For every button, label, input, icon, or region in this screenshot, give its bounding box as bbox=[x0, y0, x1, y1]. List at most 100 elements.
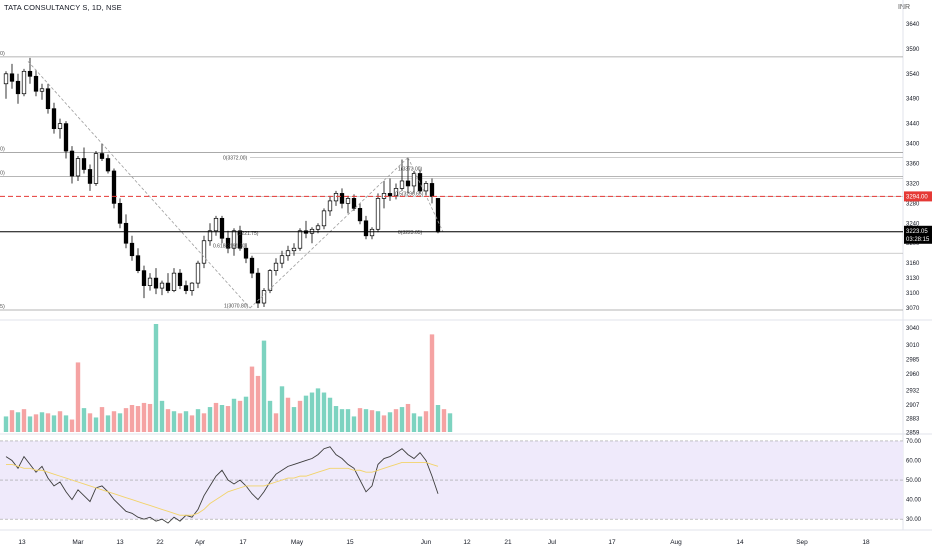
volume-bar bbox=[99, 407, 105, 432]
fib-label: 0(3223.05) bbox=[398, 230, 423, 236]
candle-body bbox=[165, 282, 171, 291]
volume-bar bbox=[423, 411, 429, 432]
candle-body bbox=[237, 230, 243, 249]
volume-bar bbox=[33, 414, 39, 432]
volume-bar bbox=[45, 413, 51, 432]
volume-bar bbox=[285, 397, 291, 432]
candle-body bbox=[21, 70, 27, 95]
x-tick-label: Jul bbox=[548, 539, 557, 546]
y-tick-label: 3070 bbox=[906, 306, 920, 312]
volume-bar bbox=[159, 400, 165, 432]
candle-body bbox=[285, 250, 291, 257]
candle-body bbox=[411, 173, 417, 187]
volume-bar bbox=[165, 409, 171, 432]
candle-body bbox=[33, 75, 39, 92]
trend-line bbox=[27, 61, 251, 309]
candle-body bbox=[27, 70, 33, 77]
x-tick-label: 21 bbox=[504, 539, 512, 546]
candle-body bbox=[255, 272, 261, 304]
volume-bar bbox=[15, 412, 21, 432]
candle-body bbox=[153, 277, 159, 289]
volume-bar bbox=[309, 392, 315, 432]
volume-bar bbox=[51, 415, 57, 432]
volume-bar bbox=[447, 413, 453, 432]
volume-bar bbox=[93, 417, 99, 432]
price-tag bbox=[904, 191, 932, 202]
y-tick-label: 3280 bbox=[906, 201, 920, 207]
x-tick-label: May bbox=[291, 539, 304, 546]
last-price-tag bbox=[904, 225, 932, 244]
candle-body bbox=[171, 272, 177, 291]
candle-body bbox=[363, 220, 369, 237]
x-tick-label: 22 bbox=[156, 539, 164, 546]
candle-body bbox=[213, 217, 219, 232]
volume-bar bbox=[9, 410, 15, 432]
candle-body bbox=[117, 203, 123, 224]
x-tick-label: 14 bbox=[736, 539, 744, 546]
candle-body bbox=[69, 150, 75, 177]
volume-bar bbox=[429, 334, 435, 432]
volume-bar bbox=[345, 409, 351, 432]
volume-bar bbox=[363, 409, 369, 432]
x-tick-label: 13 bbox=[116, 539, 124, 546]
rsi-series-line bbox=[6, 461, 439, 516]
volume-bar bbox=[399, 407, 405, 432]
level-label: 5) bbox=[0, 304, 5, 310]
volume-bar bbox=[177, 413, 183, 432]
candle-body bbox=[333, 193, 339, 202]
volume-bar bbox=[273, 413, 279, 432]
last-price-label: 3223.05 bbox=[906, 229, 928, 235]
volume-tick-label: 2932 bbox=[906, 388, 920, 394]
volume-bar bbox=[231, 398, 237, 432]
candle-body bbox=[75, 158, 81, 177]
candle-body bbox=[225, 237, 231, 249]
volume-bar bbox=[63, 415, 69, 432]
volume-tick-label: 2859 bbox=[906, 431, 920, 437]
volume-bar bbox=[321, 392, 327, 432]
candle-body bbox=[297, 230, 303, 249]
rsi-tick-label: 70.00 bbox=[906, 439, 922, 445]
candle-body bbox=[243, 247, 249, 259]
candle-body bbox=[375, 198, 381, 230]
level-label: 0) bbox=[0, 170, 5, 176]
volume-bar bbox=[183, 411, 189, 432]
volume-bar bbox=[57, 411, 63, 432]
fib-label: 1(3070.80) bbox=[224, 304, 249, 310]
volume-bar bbox=[3, 416, 9, 432]
y-tick-label: 3130 bbox=[906, 276, 920, 282]
volume-bar bbox=[411, 413, 417, 432]
rsi-tick-label: 30.00 bbox=[906, 517, 922, 523]
candle-body bbox=[435, 198, 441, 233]
volume-bar bbox=[189, 415, 195, 432]
trend-line bbox=[407, 157, 444, 232]
volume-bar bbox=[21, 409, 27, 432]
volume-bar bbox=[249, 366, 255, 432]
volume-bar bbox=[417, 416, 423, 432]
x-tick-label: 18 bbox=[862, 539, 870, 546]
y-tick-label: 3590 bbox=[906, 47, 920, 53]
volume-bar bbox=[69, 419, 75, 432]
candle-body bbox=[357, 208, 363, 222]
volume-tick-label: 2907 bbox=[906, 403, 920, 409]
volume-bar bbox=[135, 406, 141, 432]
candle-body bbox=[141, 270, 147, 286]
candle-body bbox=[321, 210, 327, 227]
candle-body bbox=[261, 290, 267, 304]
y-tick-label: 3640 bbox=[906, 22, 920, 28]
volume-bar bbox=[123, 408, 129, 432]
volume-bar bbox=[357, 408, 363, 432]
candle-body bbox=[423, 183, 429, 192]
volume-bar bbox=[171, 411, 177, 432]
candle-body bbox=[387, 193, 393, 197]
x-tick-label: Sep bbox=[796, 539, 808, 546]
x-tick-label: Jun bbox=[421, 539, 432, 546]
candle-body bbox=[219, 217, 225, 239]
volume-bar bbox=[255, 375, 261, 432]
volume-bar bbox=[237, 400, 243, 432]
candle-body bbox=[99, 153, 105, 159]
volume-tick-label: 2883 bbox=[906, 417, 920, 423]
y-tick-label: 3360 bbox=[906, 162, 920, 168]
volume-bar bbox=[111, 411, 117, 432]
